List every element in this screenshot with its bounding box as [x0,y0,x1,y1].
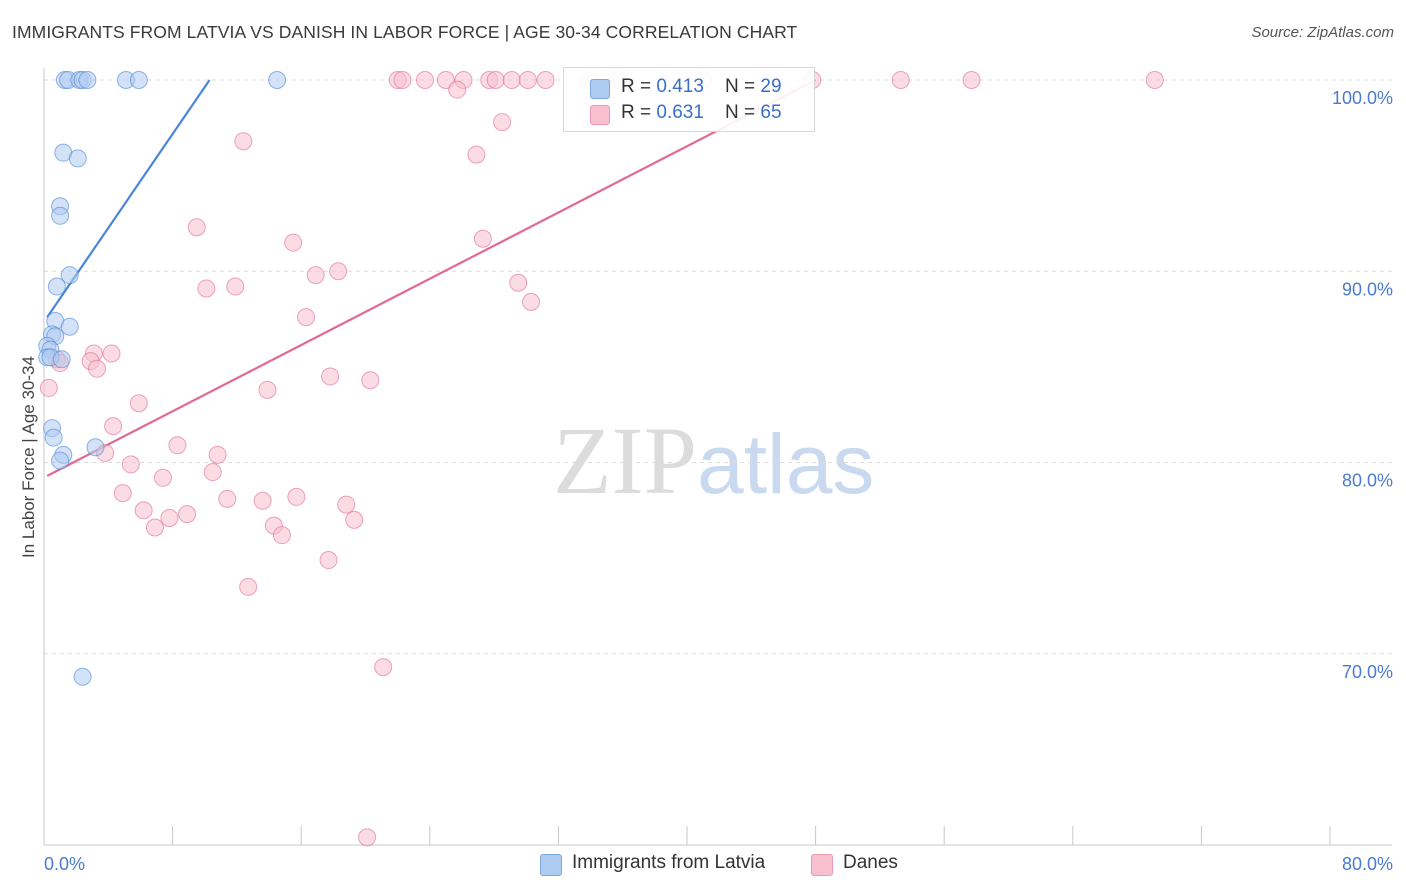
tick-labels: 70.0% 80.0% 90.0% 100.0% 0.0% 80.0% [44,88,1393,874]
watermark: ZIPatlas [553,405,874,516]
legend-label-danes: Danes [843,852,898,873]
point-danes [272,526,291,545]
point-danes [153,468,172,487]
legend-swatch-latvia [590,79,610,99]
series-legend: Immigrants from Latvia Danes [0,852,1406,878]
point-danes [518,71,537,89]
trendline-danes [46,79,817,477]
point-danes [448,80,467,99]
point-danes [160,508,179,527]
watermark-zip: ZIP [553,407,697,514]
point-danes [319,551,338,570]
point-danes [509,273,528,292]
point-latvia [68,149,87,168]
legend-stats-latvia: R = 0.413 N = 29 [621,76,782,97]
source-credit: Source: ZipAtlas.com [1251,24,1394,41]
point-danes [306,266,325,285]
r-value-danes: 0.631 [656,102,704,123]
point-danes [218,489,237,508]
data-points [38,71,1164,847]
x-tick-label: 80.0% [1342,854,1393,874]
point-danes [473,229,492,248]
point-danes [203,463,222,482]
point-latvia [73,667,92,686]
point-danes [329,262,348,281]
point-danes [178,505,197,524]
point-danes [284,233,303,252]
point-danes [145,518,164,537]
point-danes [345,510,364,529]
point-danes [234,132,253,151]
point-danes [486,71,505,89]
point-danes [374,658,393,677]
point-danes [121,455,140,474]
point-danes [187,218,206,237]
point-danes [393,71,412,89]
chart-title: IMMIGRANTS FROM LATVIA VS DANISH IN LABO… [12,22,798,42]
y-tick-label: 70.0% [1342,662,1393,682]
point-danes [467,145,486,164]
point-danes [239,577,258,596]
axes [43,68,1392,846]
point-danes [104,417,123,436]
point-latvia [60,317,79,336]
y-tick-label: 90.0% [1342,279,1393,299]
point-danes [129,394,148,413]
trendlines [46,79,817,477]
legend-row-danes: R = 0.631 N = 65 [564,101,814,127]
point-danes [258,380,277,399]
y-axis-label: In Labor Force | Age 30-34 [19,356,38,558]
point-danes [891,71,910,89]
point-danes [415,71,434,89]
point-latvia [129,71,148,89]
point-danes [226,277,245,296]
point-danes [536,71,555,89]
point-danes [358,828,377,847]
point-danes [197,279,216,298]
legend-label-latvia: Immigrants from Latvia [572,852,766,873]
point-danes [102,344,121,363]
correlation-legend: R = 0.413 N = 29 R = 0.631 N = 65 [563,67,815,132]
point-latvia [51,451,70,470]
gridlines [44,79,1392,655]
point-danes [522,292,541,311]
legend-row-latvia: R = 0.413 N = 29 [564,75,814,101]
point-danes [1145,71,1164,89]
point-danes [253,491,272,510]
legend-stats-danes: R = 0.631 N = 65 [621,102,782,123]
point-latvia [60,266,79,285]
point-danes [168,436,187,455]
y-tick-label: 100.0% [1332,88,1393,108]
point-danes [297,308,316,327]
point-danes [361,371,380,390]
point-latvia [86,438,105,457]
point-latvia [268,71,287,89]
point-danes [321,367,340,386]
n-value-danes: 65 [760,102,782,123]
legend-swatch-danes [590,105,610,125]
point-danes [493,113,512,132]
watermark-atlas: atlas [697,417,875,511]
point-latvia [51,206,70,225]
point-latvia [52,350,71,369]
point-latvia [78,71,97,89]
point-danes [502,71,521,89]
point-danes [113,484,132,503]
y-tick-label: 80.0% [1342,471,1393,491]
n-value-latvia: 29 [760,76,782,97]
point-latvia [44,428,63,447]
legend-swatch-danes-bottom [811,854,833,876]
point-latvia [47,277,66,296]
point-danes [287,487,306,506]
r-value-latvia: 0.413 [656,76,704,97]
point-danes [134,501,153,520]
point-danes [962,71,981,89]
point-danes [208,445,227,464]
x-tick-label: 0.0% [44,854,85,874]
point-danes [88,359,107,378]
point-danes [39,378,58,397]
legend-swatch-latvia-bottom [540,854,562,876]
point-danes [337,495,356,514]
